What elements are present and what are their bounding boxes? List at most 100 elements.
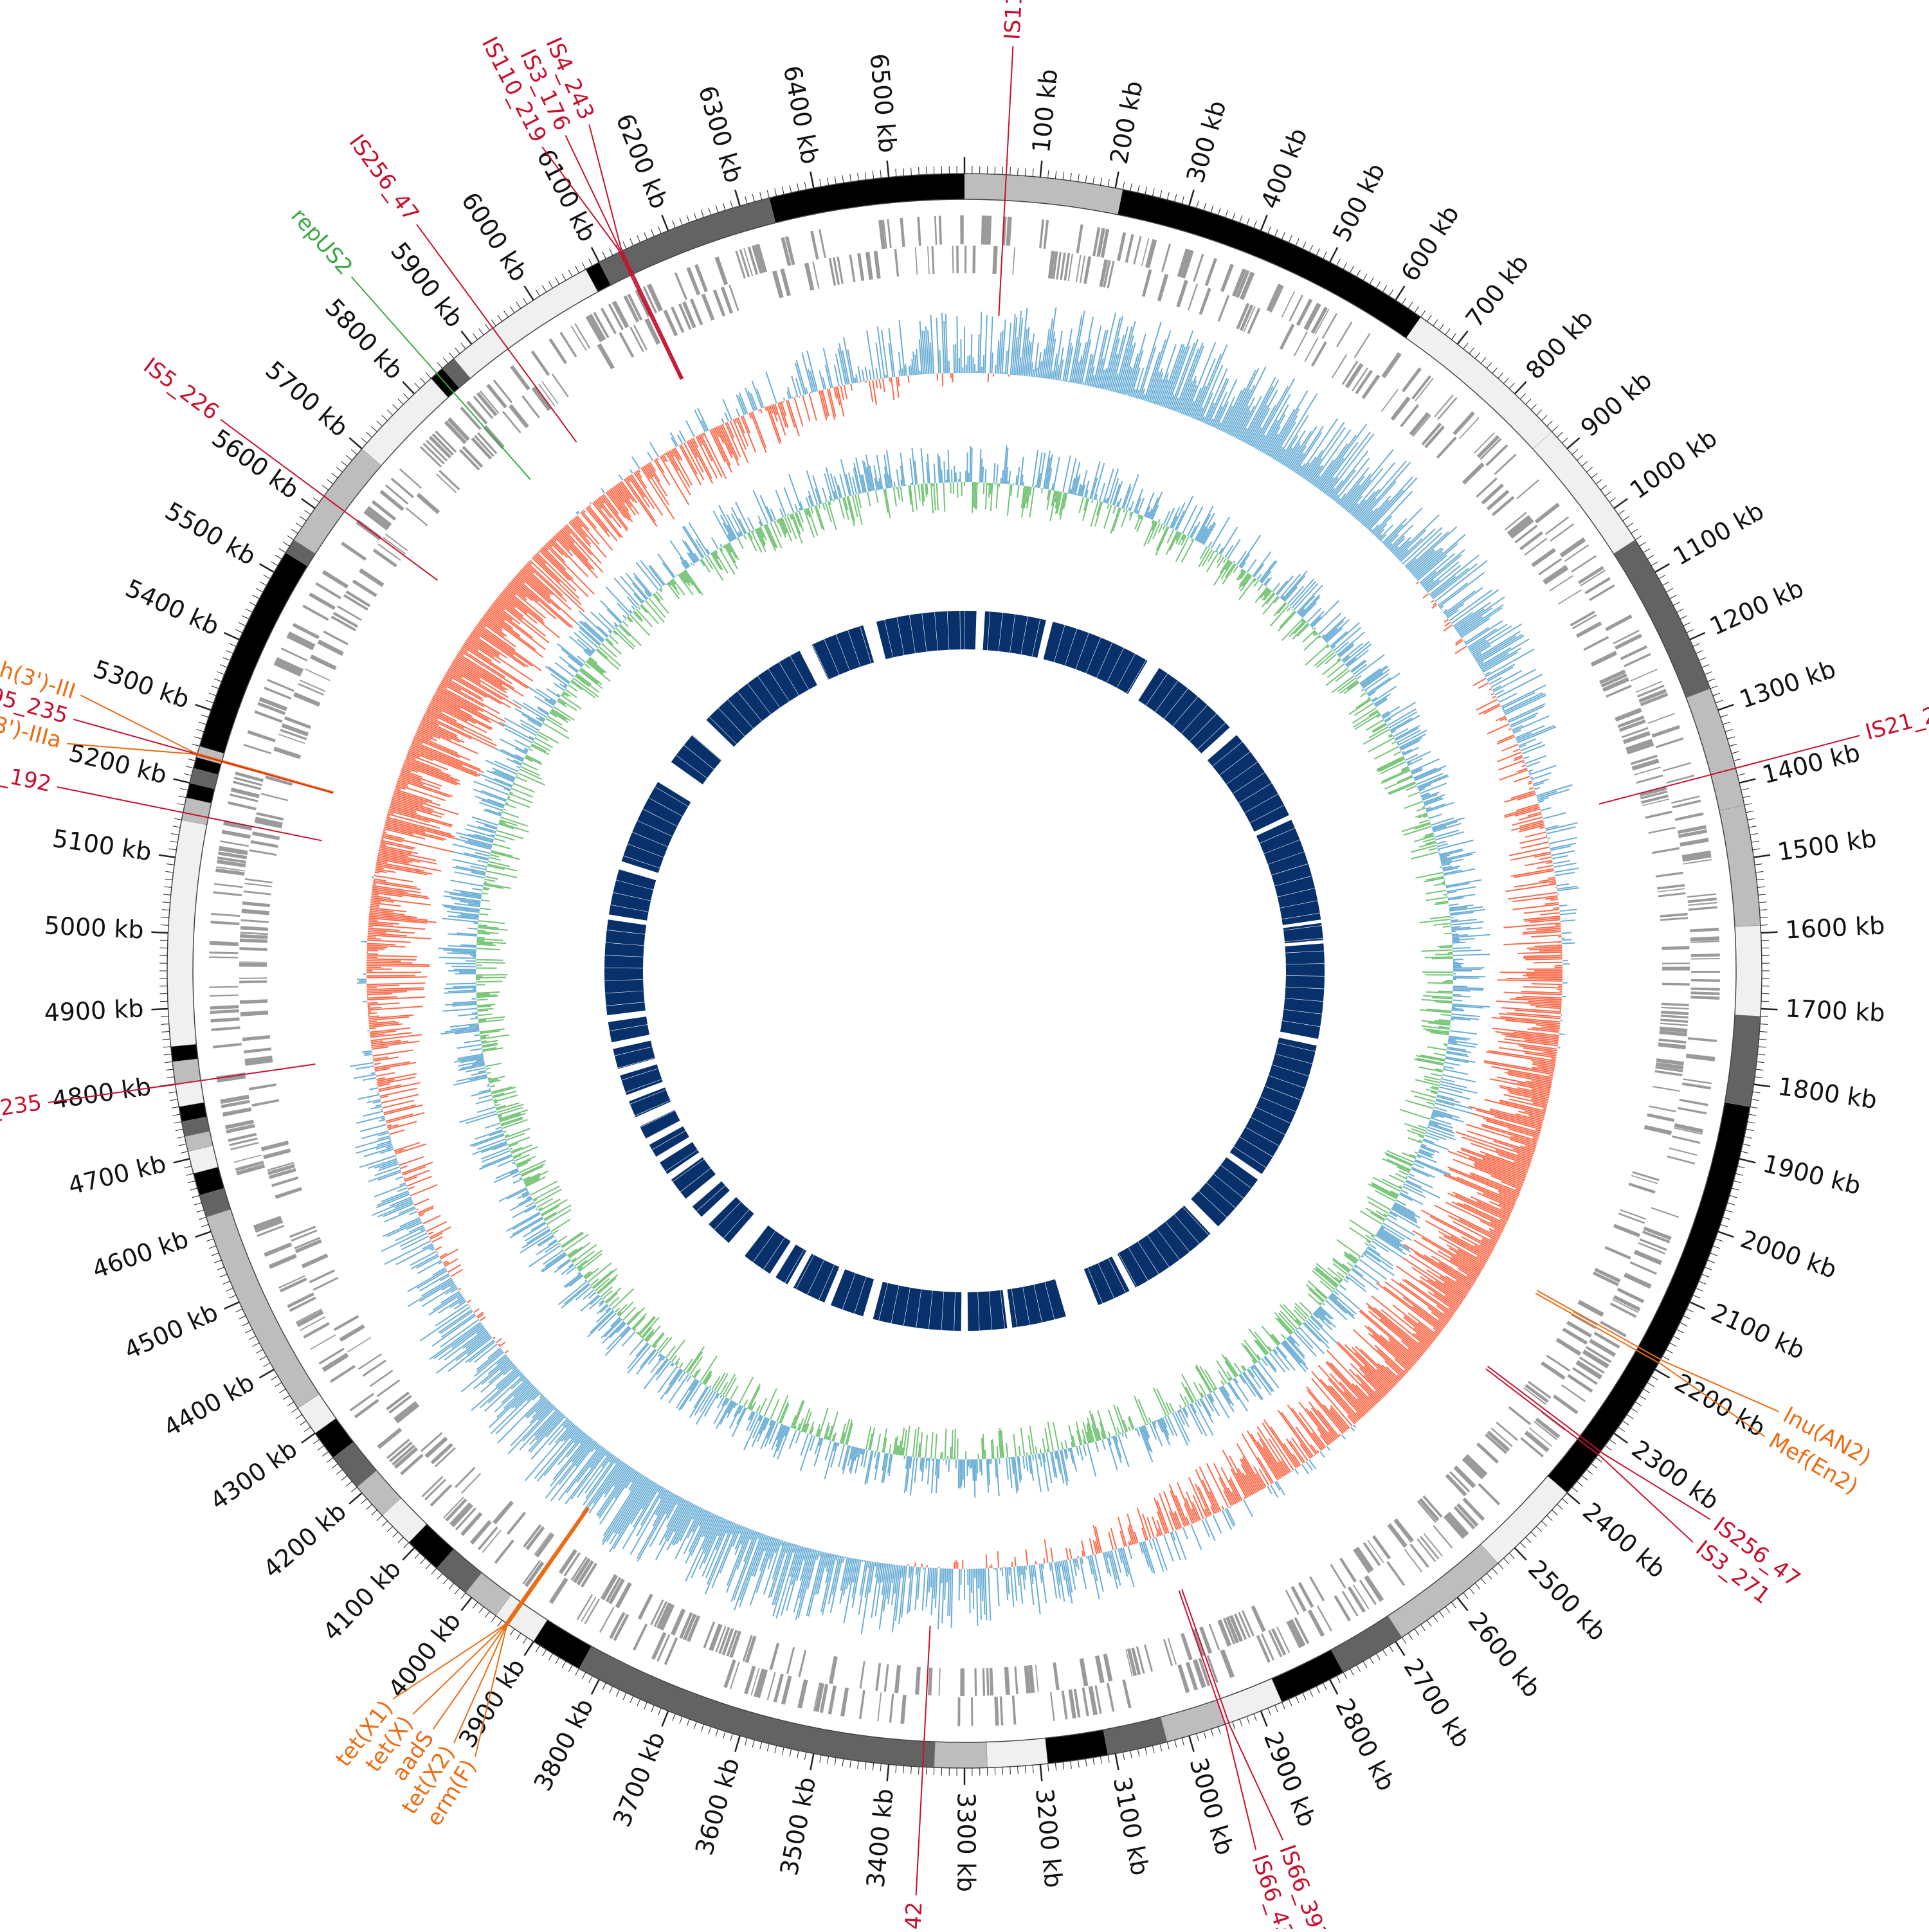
gc-skew-bar bbox=[945, 1569, 946, 1600]
minor-tick bbox=[341, 461, 347, 466]
tick-label: 2600 kb bbox=[1463, 1607, 1546, 1702]
minor-tick bbox=[415, 383, 420, 389]
gc-content-bar bbox=[1444, 894, 1447, 895]
gc-skew-bar bbox=[841, 386, 844, 400]
minor-tick bbox=[415, 1553, 420, 1559]
gc-skew-bar bbox=[520, 570, 550, 597]
gene-feature bbox=[239, 961, 267, 962]
gc-skew-bar bbox=[1035, 1565, 1040, 1614]
minor-tick bbox=[184, 773, 192, 775]
minor-tick bbox=[709, 208, 711, 215]
gene-feature bbox=[559, 332, 577, 357]
gc-content-bar bbox=[1087, 1444, 1096, 1477]
minor-tick bbox=[1182, 196, 1184, 204]
gene-feature bbox=[1117, 232, 1126, 261]
minor-tick bbox=[760, 1742, 762, 1749]
minor-tick bbox=[1085, 175, 1087, 183]
minor-tick bbox=[911, 1766, 912, 1774]
gc-content-bar bbox=[1417, 808, 1425, 811]
minor-tick bbox=[332, 473, 338, 478]
gc-content-bar bbox=[770, 1399, 779, 1419]
minor-tick bbox=[542, 285, 546, 292]
minor-tick bbox=[745, 1738, 747, 1746]
minor-tick bbox=[1498, 1563, 1503, 1569]
gene-feature bbox=[1688, 898, 1717, 903]
gene-feature bbox=[1209, 1624, 1220, 1650]
minor-tick bbox=[1123, 182, 1124, 190]
tick-label: 2500 kb bbox=[1523, 1555, 1612, 1646]
major-tick bbox=[349, 1493, 362, 1504]
gc-content-bar bbox=[980, 449, 981, 482]
major-tick bbox=[260, 564, 275, 572]
minor-tick bbox=[387, 410, 393, 415]
minor-tick bbox=[723, 203, 725, 210]
minor-tick bbox=[630, 1696, 633, 1703]
minor-tick bbox=[1696, 1288, 1703, 1292]
minor-tick bbox=[1647, 1382, 1654, 1386]
gc-skew-bar bbox=[1529, 948, 1562, 950]
gc-skew-bar bbox=[395, 1177, 403, 1179]
gc-skew-bar bbox=[1152, 1517, 1159, 1536]
minor-tick bbox=[214, 679, 221, 682]
minor-tick bbox=[186, 766, 194, 768]
minor-tick bbox=[820, 1755, 821, 1763]
gc-content-bar bbox=[1134, 489, 1143, 513]
gene-feature bbox=[1661, 1007, 1689, 1010]
gene-feature bbox=[1567, 1374, 1593, 1393]
gc-skew-bar bbox=[905, 364, 907, 375]
gc-skew-bar bbox=[1455, 646, 1467, 654]
contig-segment bbox=[1045, 1729, 1108, 1764]
tick-label: 300 kb bbox=[1181, 97, 1232, 186]
gc-skew-bar bbox=[629, 475, 644, 497]
gc-skew-bar bbox=[372, 1050, 412, 1056]
gene-feature bbox=[1381, 352, 1401, 379]
gc-content-bar bbox=[1287, 607, 1291, 611]
gene-feature bbox=[373, 548, 397, 567]
minor-tick bbox=[253, 1343, 260, 1347]
gc-content-bar bbox=[1366, 1249, 1367, 1250]
gene-feature bbox=[1656, 872, 1683, 878]
major-tick bbox=[1395, 286, 1404, 300]
gc-content-bar bbox=[1117, 1427, 1119, 1434]
gc-skew-bar bbox=[1090, 1539, 1094, 1555]
gc-skew-bar bbox=[619, 474, 623, 480]
gene-feature bbox=[960, 1668, 964, 1696]
gene-feature bbox=[1487, 490, 1510, 510]
gc-content-bar bbox=[1304, 1323, 1329, 1349]
gc-skew-bar bbox=[1559, 905, 1568, 906]
minor-tick bbox=[1010, 167, 1011, 175]
gene-feature bbox=[1176, 280, 1188, 307]
minor-tick bbox=[1357, 270, 1361, 276]
contig-segment bbox=[362, 379, 448, 466]
gc-skew-bar bbox=[451, 1270, 463, 1277]
minor-tick bbox=[828, 177, 829, 185]
gc-skew-bar bbox=[955, 343, 956, 373]
minor-tick bbox=[1666, 1350, 1673, 1353]
gc-skew-bar bbox=[988, 374, 989, 382]
gc-content-bar bbox=[1451, 1014, 1480, 1016]
gc-content-bar bbox=[1347, 1263, 1353, 1267]
gc-content-bar bbox=[989, 483, 990, 498]
gc-content-bar bbox=[1423, 996, 1453, 997]
gc-skew-bar bbox=[397, 1187, 407, 1191]
minor-tick bbox=[1204, 203, 1206, 210]
major-tick bbox=[302, 1433, 315, 1443]
minor-tick bbox=[1469, 1588, 1474, 1594]
gene-feature bbox=[1205, 258, 1217, 286]
gene-feature bbox=[1218, 295, 1230, 321]
gc-content-bar bbox=[1125, 1432, 1127, 1439]
gc-content-bar bbox=[1442, 882, 1445, 883]
gc-skew-bar bbox=[947, 1569, 948, 1583]
gc-content-bar bbox=[1314, 627, 1316, 629]
gene-feature bbox=[1437, 397, 1457, 420]
minor-tick bbox=[680, 1717, 682, 1724]
gc-skew-bar bbox=[367, 948, 385, 949]
gene-feature bbox=[235, 772, 264, 782]
gene-feature bbox=[915, 1666, 921, 1694]
gene-feature bbox=[269, 1254, 297, 1268]
gc-skew-bar bbox=[399, 1157, 424, 1165]
minor-tick bbox=[194, 737, 201, 739]
gc-content-bar bbox=[1325, 620, 1349, 642]
minor-tick bbox=[775, 188, 777, 196]
gc-skew-bar bbox=[1200, 1467, 1221, 1511]
